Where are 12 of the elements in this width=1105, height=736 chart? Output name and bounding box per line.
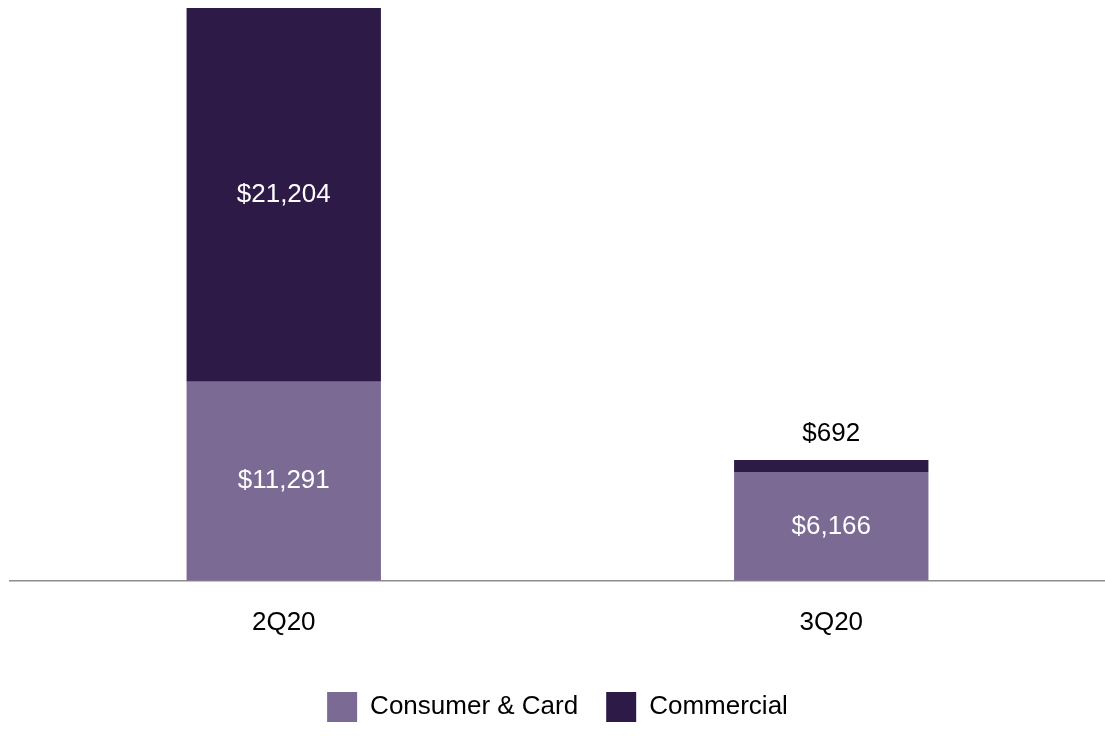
bar — [186, 8, 381, 382]
data-label: $11,291 — [237, 464, 330, 495]
bar — [186, 381, 381, 581]
x-tick-label: 3Q20 — [799, 605, 864, 636]
bar — [734, 472, 929, 581]
data-label: $6,166 — [791, 509, 872, 540]
data-label: $692 — [802, 417, 861, 448]
x-tick-label: 2Q20 — [251, 605, 316, 636]
data-label: $21,204 — [236, 178, 331, 209]
legend-label: Consumer & Card — [370, 690, 579, 721]
legend-label: Commercial — [649, 690, 788, 721]
bar — [734, 459, 929, 473]
